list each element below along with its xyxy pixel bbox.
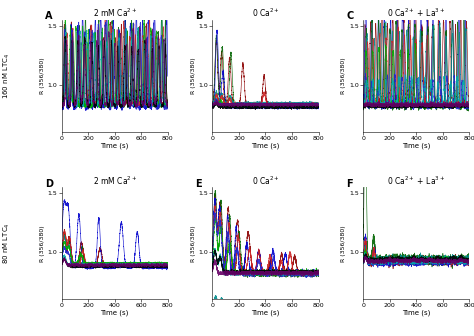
Y-axis label: R (356/380): R (356/380) — [40, 225, 45, 262]
X-axis label: Time (s): Time (s) — [402, 142, 430, 149]
X-axis label: Time (s): Time (s) — [251, 309, 280, 316]
X-axis label: Time (s): Time (s) — [100, 142, 129, 149]
Title: 0 Ca$^{2+}$: 0 Ca$^{2+}$ — [252, 7, 279, 19]
Text: 160 nM LTC$_4$: 160 nM LTC$_4$ — [1, 53, 11, 99]
Y-axis label: R (356/380): R (356/380) — [341, 57, 346, 94]
X-axis label: Time (s): Time (s) — [100, 309, 129, 316]
Y-axis label: R (356/380): R (356/380) — [191, 57, 196, 94]
Title: 2 mM Ca$^{2+}$: 2 mM Ca$^{2+}$ — [92, 174, 137, 187]
Title: 2 mM Ca$^{2+}$: 2 mM Ca$^{2+}$ — [92, 7, 137, 19]
Text: B: B — [195, 11, 203, 21]
Y-axis label: R (356/380): R (356/380) — [191, 225, 196, 262]
Text: A: A — [45, 11, 52, 21]
Text: D: D — [45, 178, 53, 188]
Title: 0 Ca$^{2+}$ + La$^{3+}$: 0 Ca$^{2+}$ + La$^{3+}$ — [387, 7, 445, 19]
X-axis label: Time (s): Time (s) — [402, 309, 430, 316]
Title: 0 Ca$^{2+}$ + La$^{3+}$: 0 Ca$^{2+}$ + La$^{3+}$ — [387, 174, 445, 187]
Text: 80 nM LTC$_4$: 80 nM LTC$_4$ — [1, 222, 11, 264]
Y-axis label: R (356/380): R (356/380) — [341, 225, 346, 262]
X-axis label: Time (s): Time (s) — [251, 142, 280, 149]
Text: F: F — [346, 178, 353, 188]
Text: E: E — [195, 178, 202, 188]
Title: 0 Ca$^{2+}$: 0 Ca$^{2+}$ — [252, 174, 279, 187]
Text: C: C — [346, 11, 354, 21]
Y-axis label: R (356/380): R (356/380) — [40, 57, 45, 94]
